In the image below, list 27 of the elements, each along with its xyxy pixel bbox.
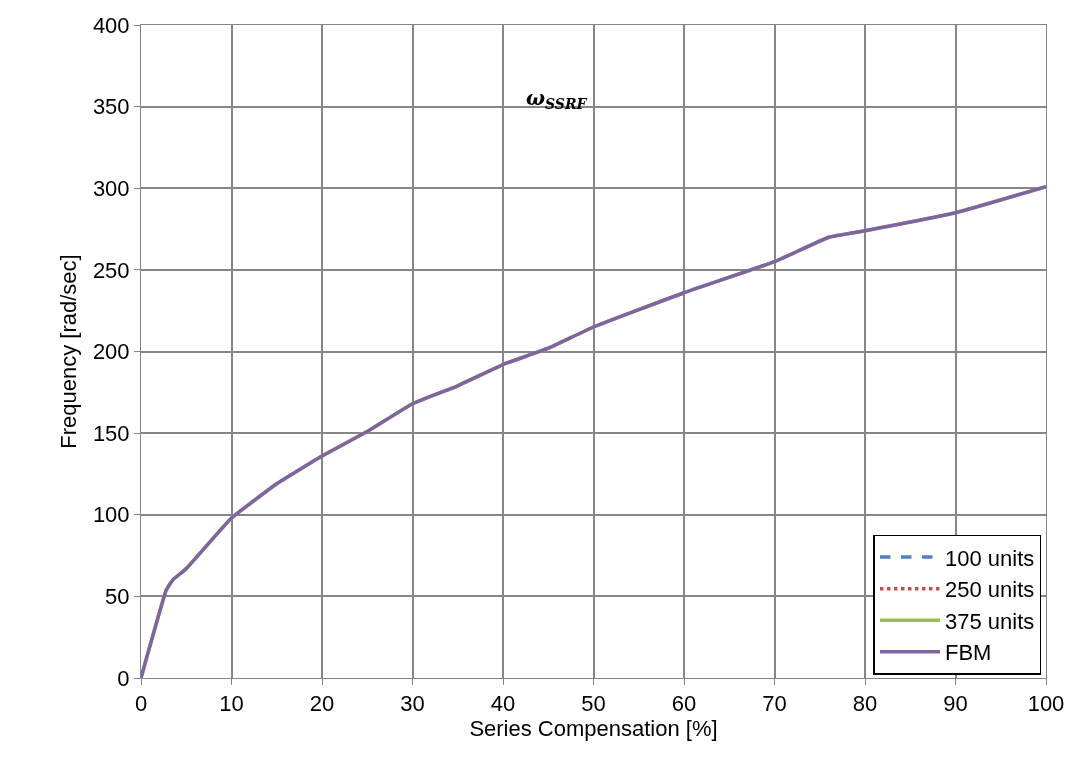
- x-tick-label: 70: [762, 691, 787, 717]
- legend-label: FBM: [944, 640, 992, 666]
- y-tick-label: 400: [92, 12, 130, 38]
- annotation: ω$_{SSRF}$: [526, 86, 588, 113]
- x-tick-label: 30: [400, 691, 425, 717]
- y-tick-label: 0: [117, 665, 130, 691]
- y-tick-label: 300: [92, 175, 130, 201]
- x-tick-label: 80: [852, 691, 878, 717]
- x-tick-label: 0: [134, 691, 148, 717]
- x-tick-label: 60: [671, 691, 697, 717]
- x-tick-label: 50: [581, 691, 606, 717]
- x-axis-title: Series Compensation [%]: [469, 716, 718, 742]
- y-tick-label: 350: [92, 94, 130, 120]
- x-tick-label: 40: [490, 691, 516, 717]
- y-tick-label: 250: [92, 257, 130, 283]
- x-tick-label: 20: [309, 691, 335, 717]
- y-tick-label: 50: [105, 584, 130, 610]
- legend-label: 250 units: [944, 577, 1035, 603]
- y-tick-label: 200: [92, 339, 130, 365]
- y-tick-label: 150: [92, 420, 130, 446]
- legend-label: 100 units: [944, 545, 1035, 571]
- x-tick-label: 90: [943, 691, 968, 717]
- y-axis-title: Frequency [rad/sec]: [55, 254, 81, 449]
- legend-label: 375 units: [944, 608, 1035, 634]
- x-tick-label: 10: [219, 691, 244, 717]
- x-tick-label: 100: [1027, 691, 1065, 717]
- y-tick-label: 100: [92, 502, 130, 528]
